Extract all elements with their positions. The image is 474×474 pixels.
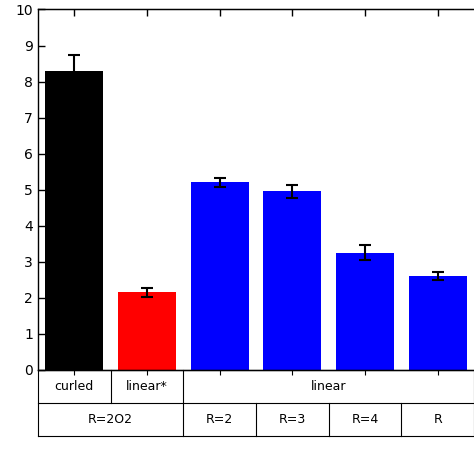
Text: R=2: R=2 bbox=[206, 413, 233, 426]
Text: R=3: R=3 bbox=[279, 413, 306, 426]
Bar bbox=[336, 253, 394, 370]
Text: R=4: R=4 bbox=[351, 413, 379, 426]
Bar bbox=[191, 182, 249, 370]
Text: linear*: linear* bbox=[126, 380, 168, 393]
Bar bbox=[118, 292, 176, 370]
Bar bbox=[45, 71, 103, 370]
Text: R: R bbox=[433, 413, 442, 426]
Text: R=2O2: R=2O2 bbox=[88, 413, 133, 426]
Text: curled: curled bbox=[55, 380, 94, 393]
Bar bbox=[263, 191, 321, 370]
Bar bbox=[409, 276, 467, 370]
Text: linear: linear bbox=[311, 380, 346, 393]
